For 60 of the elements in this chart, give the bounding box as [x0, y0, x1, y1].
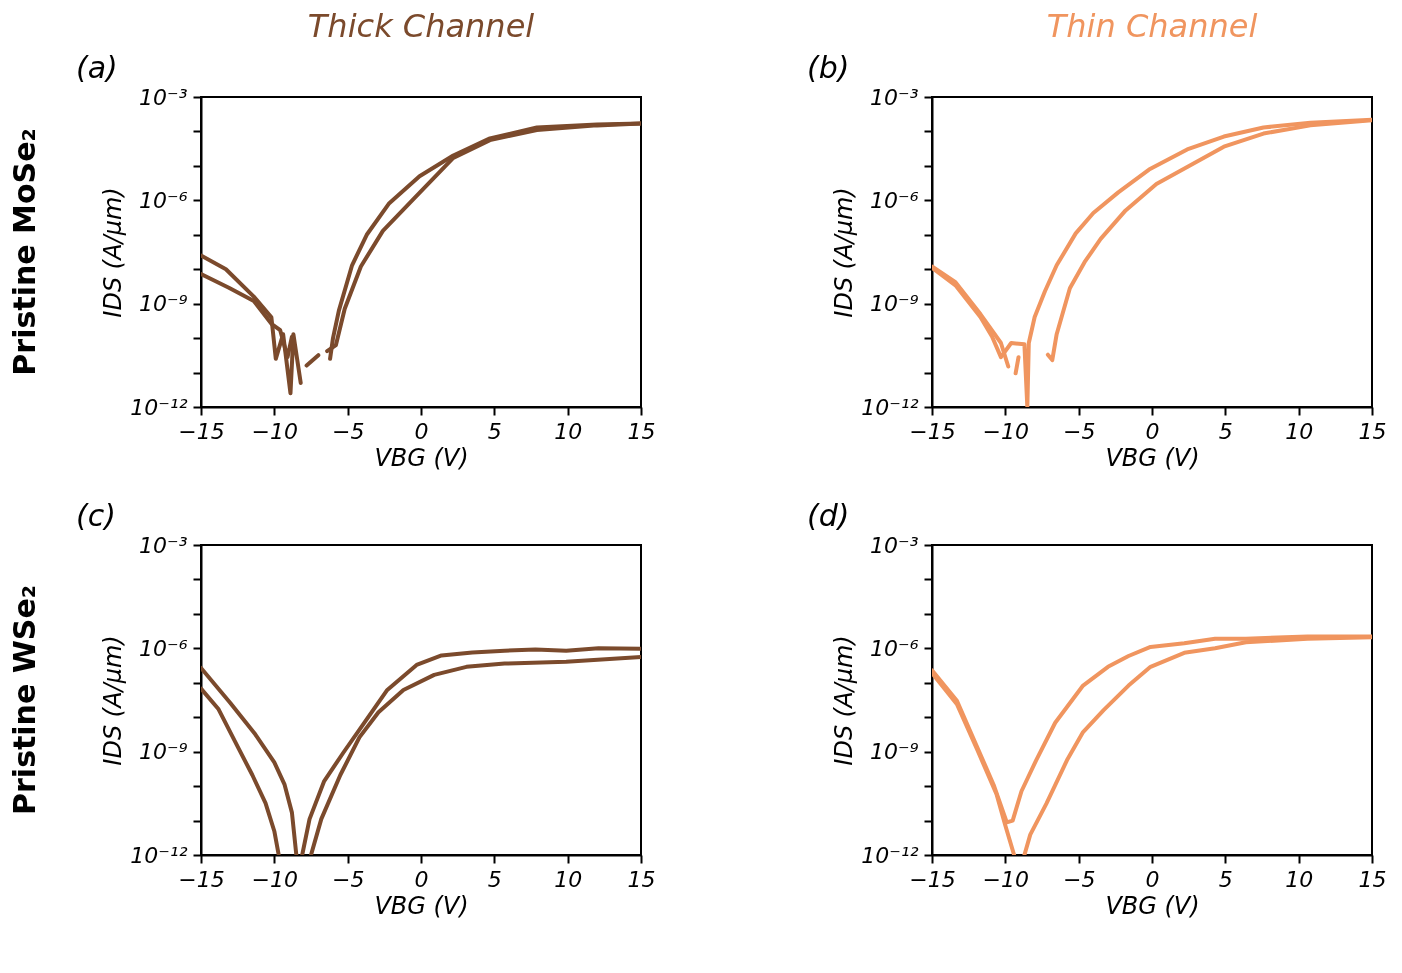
x-tick-label: 5: [487, 418, 502, 444]
chart-title: Thin Channel: [1046, 7, 1258, 45]
chart-title: Thick Channel: [307, 7, 535, 45]
x-tick-label: −15: [178, 418, 225, 444]
y-tick-label: 10⁻³: [870, 532, 919, 558]
y-tick-label: 10⁻¹²: [130, 394, 188, 420]
y-tick-label: 10⁻³: [139, 532, 188, 558]
y-tick-label: 10⁻¹²: [130, 842, 188, 868]
y-axis-title: IDS (A/μm): [830, 635, 859, 766]
x-tick-label: −10: [982, 418, 1030, 444]
x-axis-title: VBG (V): [374, 443, 469, 472]
x-tick-label: 5: [1218, 418, 1233, 444]
text: (d): [807, 498, 850, 533]
y-axis-title: IDS (A/μm): [99, 635, 128, 766]
y-tick-label: 10⁻⁹: [139, 291, 188, 317]
text: (b): [807, 50, 850, 85]
y-tick-label: 10⁻⁹: [870, 739, 919, 765]
text: Pristine MoSe₂: [7, 128, 42, 376]
y-tick-label: 10⁻⁶: [139, 635, 188, 661]
x-tick-label: 10: [554, 866, 583, 892]
x-tick-label: −15: [909, 418, 956, 444]
text: Pristine WSe₂: [7, 585, 42, 815]
x-tick-label: −5: [331, 866, 365, 892]
x-axis-title: VBG (V): [374, 891, 469, 920]
x-tick-label: −10: [251, 866, 299, 892]
x-tick-label: 10: [1285, 866, 1314, 892]
y-axis-title: IDS (A/μm): [830, 187, 859, 318]
y-tick-label: 10⁻³: [870, 84, 919, 110]
x-tick-label: 0: [414, 418, 429, 444]
x-tick-label: −5: [1062, 866, 1096, 892]
x-tick-label: 0: [1145, 866, 1160, 892]
y-axis-title: IDS (A/μm): [99, 187, 128, 318]
x-tick-label: 15: [627, 866, 656, 892]
y-tick-label: 10⁻¹²: [861, 842, 919, 868]
x-tick-label: 5: [1218, 866, 1233, 892]
x-tick-label: 0: [414, 866, 429, 892]
x-tick-label: −15: [178, 866, 225, 892]
x-tick-label: 15: [1358, 418, 1387, 444]
y-tick-label: 10⁻⁹: [139, 739, 188, 765]
y-tick-label: 10⁻³: [139, 84, 188, 110]
y-tick-label: 10⁻⁶: [870, 187, 919, 213]
y-tick-label: 10⁻⁹: [870, 291, 919, 317]
x-tick-label: −15: [909, 866, 956, 892]
x-tick-label: −5: [331, 418, 365, 444]
x-tick-label: −10: [251, 418, 299, 444]
x-tick-label: 15: [627, 418, 656, 444]
x-tick-label: 10: [1285, 418, 1314, 444]
y-tick-label: 10⁻⁶: [870, 635, 919, 661]
x-tick-label: −10: [982, 866, 1030, 892]
x-tick-label: −5: [1062, 418, 1096, 444]
x-tick-label: 15: [1358, 866, 1387, 892]
x-tick-label: 0: [1145, 418, 1160, 444]
x-tick-label: 5: [487, 866, 502, 892]
x-axis-title: VBG (V): [1105, 891, 1200, 920]
y-tick-label: 10⁻¹²: [861, 394, 919, 420]
x-axis-title: VBG (V): [1105, 443, 1200, 472]
text: (c): [76, 498, 116, 533]
text: (a): [76, 50, 118, 85]
x-tick-label: 10: [554, 418, 583, 444]
y-tick-label: 10⁻⁶: [139, 187, 188, 213]
